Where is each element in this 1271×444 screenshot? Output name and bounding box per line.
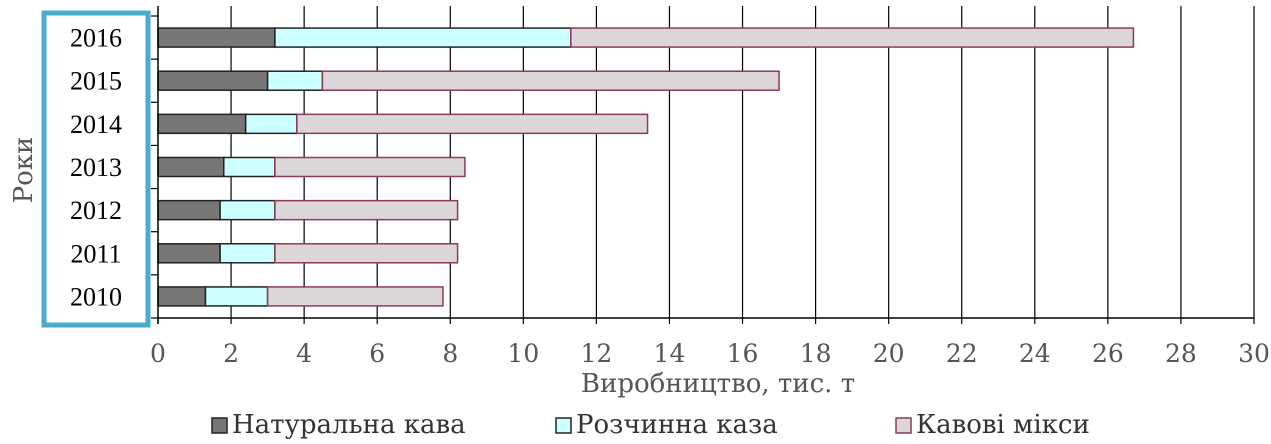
legend-label-1: Натуральна кава xyxy=(232,410,466,440)
x-tick-label: 20 xyxy=(873,339,905,368)
bar-segment-2013-series-2 xyxy=(223,156,276,178)
x-tick-label: 0 xyxy=(150,339,166,368)
bar-segment-2014-series-3 xyxy=(296,113,649,135)
x-tick-label: 28 xyxy=(1165,339,1197,368)
x-tick-label: 26 xyxy=(1092,339,1124,368)
x-tick-label: 10 xyxy=(507,339,539,368)
x-tick-label: 30 xyxy=(1238,339,1270,368)
axes xyxy=(151,6,1255,324)
legend-label-2: Розчинна каза xyxy=(576,410,778,440)
legend: Натуральна кава Розчинна каза Кавові мікси xyxy=(211,410,1090,440)
gridlines xyxy=(230,6,1255,318)
bar-segment-2012-series-1 xyxy=(157,199,221,221)
legend-swatch-1 xyxy=(211,417,228,434)
bar-segment-2010-series-3 xyxy=(266,286,444,307)
bar-segment-2010-series-2 xyxy=(204,286,269,307)
bar-segment-2015-series-1 xyxy=(157,70,269,91)
bar-segment-2012-series-3 xyxy=(274,199,459,221)
bar-segment-2011-series-2 xyxy=(219,243,276,264)
bar-segment-2016-series-2 xyxy=(274,27,572,48)
bar-segment-2015-series-2 xyxy=(266,70,324,91)
x-tick-label: 24 xyxy=(1019,339,1051,368)
bar-segment-2011-series-1 xyxy=(157,243,221,264)
bar-segment-2012-series-2 xyxy=(219,199,276,221)
year-labels-highlight-box xyxy=(41,10,151,328)
bar-segment-2011-series-3 xyxy=(274,243,459,264)
bar-segment-2016-series-3 xyxy=(570,27,1135,48)
y-tick-label-2010: 2010 xyxy=(70,282,122,311)
x-tick-label: 2 xyxy=(223,339,239,368)
legend-label-3: Кавові мікси xyxy=(916,410,1090,440)
x-axis-title: Виробництво, тис. т xyxy=(581,369,855,399)
y-tick-label-2013: 2013 xyxy=(70,153,122,182)
x-tick-label: 4 xyxy=(296,339,312,368)
y-tick-label-2012: 2012 xyxy=(70,196,122,225)
bar-segment-2013-series-1 xyxy=(157,156,225,178)
x-tick-label: 6 xyxy=(369,339,385,368)
y-tick-label-2015: 2015 xyxy=(70,67,122,96)
y-tick-labels: 2016 2015 2014 2013 2012 2011 2010 xyxy=(70,24,122,312)
legend-swatch-2 xyxy=(555,417,572,434)
x-tick-label: 8 xyxy=(442,339,458,368)
y-tick-label-2011: 2011 xyxy=(70,239,121,268)
x-tick-label: 16 xyxy=(727,339,759,368)
bar-segment-2016-series-1 xyxy=(157,27,276,48)
x-tick-label: 18 xyxy=(800,339,832,368)
y-tick-label-2016: 2016 xyxy=(70,24,122,53)
bar-segment-2015-series-3 xyxy=(321,70,780,91)
bar-segment-2013-series-3 xyxy=(274,156,466,178)
bar-segment-2014-series-1 xyxy=(157,113,247,135)
x-tick-label: 14 xyxy=(654,339,686,368)
y-axis-title: Роки xyxy=(9,137,39,204)
x-tick-label: 22 xyxy=(946,339,978,368)
bar-segment-2010-series-1 xyxy=(157,286,207,307)
x-tick-labels: 0 2 4 6 8 10 12 14 16 18 20 22 24 26 28 30 xyxy=(150,339,1270,368)
legend-swatch-3 xyxy=(895,417,912,434)
bar-segment-2014-series-2 xyxy=(244,113,298,135)
bars xyxy=(157,27,1135,307)
y-tick-label-2014: 2014 xyxy=(70,110,122,139)
x-tick-label: 12 xyxy=(580,339,612,368)
